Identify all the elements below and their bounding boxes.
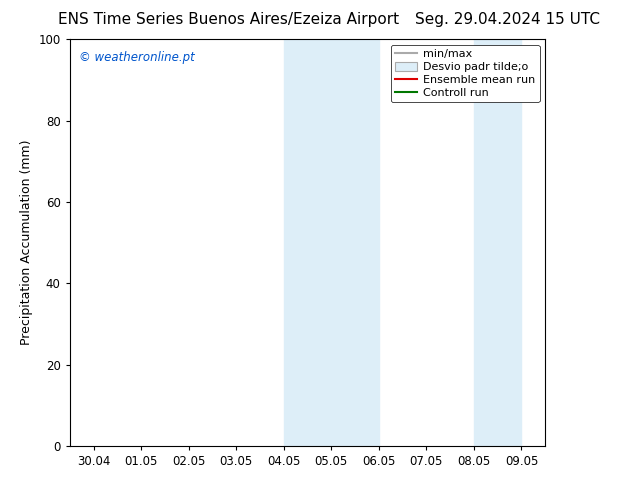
Text: ENS Time Series Buenos Aires/Ezeiza Airport: ENS Time Series Buenos Aires/Ezeiza Airp… bbox=[58, 12, 399, 27]
Text: Seg. 29.04.2024 15 UTC: Seg. 29.04.2024 15 UTC bbox=[415, 12, 600, 27]
Y-axis label: Precipitation Accumulation (mm): Precipitation Accumulation (mm) bbox=[20, 140, 33, 345]
Legend: min/max, Desvio padr tilde;o, Ensemble mean run, Controll run: min/max, Desvio padr tilde;o, Ensemble m… bbox=[391, 45, 540, 102]
Bar bbox=[474, 39, 498, 446]
Text: © weatheronline.pt: © weatheronline.pt bbox=[79, 51, 195, 64]
Bar bbox=[498, 39, 521, 446]
Bar bbox=[332, 39, 379, 446]
Bar bbox=[284, 39, 332, 446]
